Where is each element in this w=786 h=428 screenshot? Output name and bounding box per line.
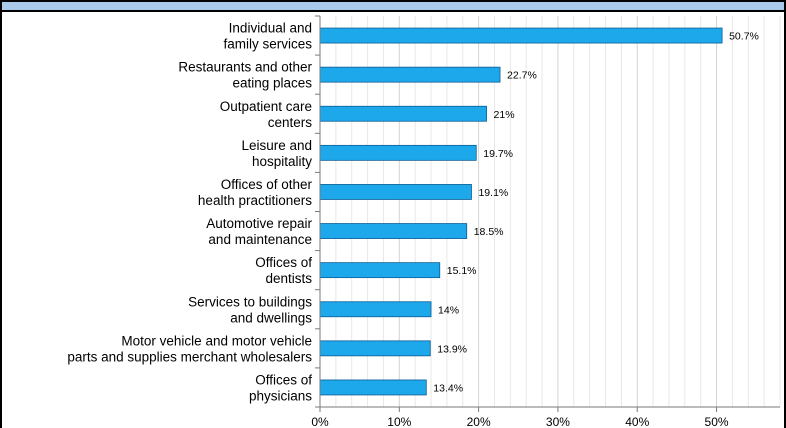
bars: 50.7% 22.7% 21% 19.7% 19.1% 18.5% 15.1% 14% 13.9…	[319, 27, 759, 396]
bar	[319, 340, 431, 357]
category-label: Offices of other health practitioners	[198, 177, 313, 208]
x-tick-label: 50%	[705, 415, 729, 428]
x-tick-label: 30%	[546, 415, 570, 428]
category-label: Motor vehicle and motor vehicle parts and…	[67, 333, 312, 364]
category-label: Offices of physicians	[249, 372, 312, 403]
category-label: Individual and family services	[223, 21, 312, 52]
bar	[319, 184, 472, 200]
x-tick-label: 0%	[311, 415, 329, 428]
category-label: Automotive repair and maintenance	[206, 216, 312, 247]
bar	[319, 66, 501, 83]
value-label: 21%	[494, 109, 515, 121]
category-label: Restaurants and other eating places	[178, 60, 312, 91]
value-label: 19.7%	[483, 148, 513, 160]
value-label: 18.5%	[474, 226, 504, 238]
category-label: Offices of dentists	[255, 255, 312, 286]
bar	[319, 379, 427, 396]
category-labels: Individual and family services Restaurants…	[67, 21, 312, 404]
bar	[319, 223, 468, 239]
grid-lines	[335, 16, 781, 407]
category-label: Outpatient care centers	[220, 99, 313, 130]
category-label: Services to buildings and dwellings	[188, 294, 312, 325]
bar	[319, 301, 432, 318]
value-label: 22.7%	[507, 70, 537, 82]
axes: 0% 10% 20% 30% 40% 50%	[311, 15, 780, 428]
value-label: 13.9%	[437, 343, 467, 355]
bar	[319, 144, 477, 161]
bar	[319, 27, 723, 44]
title-strip	[2, 2, 784, 12]
x-tick-label: 20%	[467, 415, 491, 428]
value-label: 13.4%	[433, 382, 463, 394]
category-label: Leisure and hospitality	[241, 138, 312, 169]
value-label: 14%	[438, 304, 459, 316]
x-tick-label: 40%	[625, 415, 649, 428]
value-label: 50.7%	[729, 31, 759, 43]
bar	[319, 105, 487, 122]
bar	[319, 262, 441, 279]
x-tick-label: 10%	[387, 415, 411, 428]
value-label: 19.1%	[478, 187, 508, 199]
value-label: 15.1%	[447, 265, 477, 277]
